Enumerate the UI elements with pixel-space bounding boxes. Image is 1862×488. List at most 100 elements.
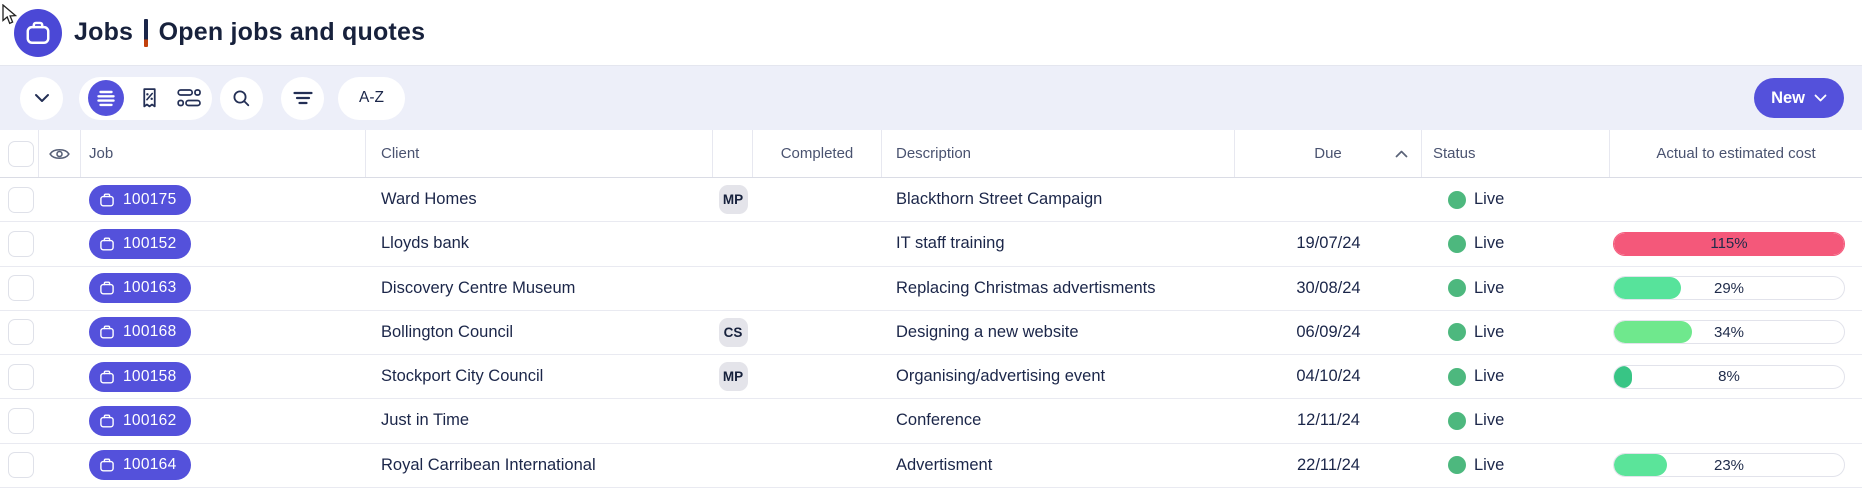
row-cost-cell	[1610, 399, 1862, 442]
row-select-cell	[0, 311, 39, 354]
job-badge[interactable]: 100152	[89, 228, 191, 259]
row-checkbox[interactable]	[8, 363, 34, 390]
table-row[interactable]: 100175 Ward Homes MP Blackthorn Street C…	[0, 178, 1862, 223]
column-header-assignee	[713, 130, 753, 177]
title-separator	[144, 18, 148, 47]
job-badge[interactable]: 100168	[89, 317, 191, 348]
job-badge[interactable]: 100158	[89, 361, 191, 392]
job-badge[interactable]: 100164	[89, 450, 191, 481]
progress-label: 8%	[1718, 368, 1740, 386]
column-header-status[interactable]: Status	[1422, 130, 1610, 177]
status-label: Live	[1474, 411, 1505, 430]
table-body: 100175 Ward Homes MP Blackthorn Street C…	[0, 178, 1862, 488]
row-checkbox[interactable]	[8, 452, 34, 479]
column-header-description[interactable]: Description	[882, 130, 1235, 177]
assignee-badge[interactable]: CS	[718, 317, 748, 347]
search-button[interactable]	[220, 76, 263, 120]
job-description: Conference	[896, 411, 982, 430]
briefcase-icon	[100, 281, 114, 295]
row-job-cell: 100162	[81, 399, 366, 442]
status-label: Live	[1474, 322, 1505, 341]
select-all-checkbox[interactable]	[8, 140, 34, 167]
status-label: Live	[1474, 367, 1505, 386]
page-title-primary: Jobs	[74, 18, 134, 46]
completed-value	[753, 399, 882, 442]
completed-value	[753, 444, 882, 487]
column-header-completed[interactable]: Completed	[753, 130, 882, 177]
row-status-cell: Live	[1422, 399, 1610, 442]
row-visibility-cell	[39, 355, 81, 398]
table-row[interactable]: 100158 Stockport City Council MP Organis…	[0, 355, 1862, 400]
status-label: Live	[1474, 278, 1505, 297]
column-header-client[interactable]: Client	[366, 130, 713, 177]
assignee-badge[interactable]: MP	[718, 185, 748, 215]
job-number: 100175	[123, 190, 177, 208]
list-view-button[interactable]	[88, 80, 124, 116]
row-cost-cell	[1610, 178, 1862, 221]
row-checkbox[interactable]	[8, 407, 34, 434]
table-row[interactable]: 100163 Discovery Centre Museum Replacing…	[0, 266, 1862, 311]
progress-label: 34%	[1713, 323, 1745, 341]
header-visibility-cell	[39, 130, 81, 177]
assignee-badge[interactable]: MP	[718, 362, 748, 392]
row-cost-cell: 34%	[1610, 311, 1862, 354]
job-description: Organising/advertising event	[896, 367, 1106, 386]
row-checkbox[interactable]	[8, 230, 34, 257]
row-status-cell: Live	[1422, 444, 1610, 487]
briefcase-icon	[100, 458, 114, 472]
job-badge[interactable]: 100162	[89, 405, 191, 436]
status-dot	[1448, 411, 1466, 430]
column-header-actual-cost[interactable]: Actual to estimated cost	[1656, 145, 1816, 162]
sort-az-label: A-Z	[359, 89, 384, 106]
job-description: Designing a new website	[896, 322, 1079, 341]
timeline-view-button[interactable]	[175, 86, 203, 110]
page-title: Jobs Open jobs and quotes	[74, 18, 425, 47]
row-assignee-cell	[713, 399, 753, 442]
job-number: 100168	[123, 323, 177, 341]
job-badge[interactable]: 100163	[89, 273, 191, 304]
due-header-label: Due	[1314, 145, 1342, 162]
row-job-cell: 100175	[81, 178, 366, 221]
row-job-cell: 100164	[81, 444, 366, 487]
table-row[interactable]: 100168 Bollington Council CS Designing a…	[0, 310, 1862, 356]
due-date: 22/11/24	[1296, 455, 1360, 474]
new-button[interactable]: New	[1754, 78, 1844, 118]
new-button-label: New	[1771, 88, 1805, 107]
job-description: Replacing Christmas advertisments	[896, 278, 1156, 297]
sort-az-button[interactable]: A-Z	[338, 76, 405, 120]
filter-button[interactable]	[281, 76, 324, 120]
collapse-button[interactable]	[20, 76, 63, 120]
row-assignee-cell: CS	[713, 311, 753, 354]
column-header-job[interactable]: Job	[81, 130, 366, 177]
status-dot	[1448, 367, 1466, 386]
row-status-cell: Live	[1422, 222, 1610, 265]
briefcase-icon	[100, 325, 114, 339]
column-header-due[interactable]: Due	[1235, 130, 1422, 177]
row-select-cell	[0, 399, 39, 442]
row-checkbox[interactable]	[8, 275, 34, 302]
row-visibility-cell	[39, 444, 81, 487]
status-label: Live	[1474, 234, 1505, 253]
quotes-view-button[interactable]	[137, 85, 162, 111]
table-row[interactable]: 100152 Lloyds bank IT staff training 19/…	[0, 222, 1862, 267]
progress-label: 29%	[1713, 279, 1745, 297]
search-icon	[233, 90, 250, 106]
job-description: Advertisment	[896, 455, 993, 474]
progress-bar: 115%	[1613, 231, 1845, 256]
row-checkbox[interactable]	[8, 186, 34, 213]
progress-fill	[1614, 232, 1844, 255]
completed-value	[753, 222, 882, 265]
row-checkbox[interactable]	[8, 319, 34, 346]
table-row[interactable]: 100162 Just in Time Conference 12/11/24 …	[0, 399, 1862, 444]
progress-fill	[1614, 365, 1633, 388]
row-assignee-cell: MP	[713, 178, 753, 221]
job-description: IT staff training	[896, 234, 1005, 253]
timeline-view-icon	[177, 89, 201, 107]
row-status-cell: Live	[1422, 311, 1610, 354]
due-date	[1235, 178, 1422, 221]
row-cost-cell: 23%	[1610, 444, 1862, 487]
progress-bar: 34%	[1613, 320, 1845, 345]
job-badge[interactable]: 100175	[89, 184, 191, 215]
eye-icon[interactable]	[48, 144, 71, 164]
table-row[interactable]: 100164 Royal Carribean International Adv…	[0, 443, 1862, 488]
